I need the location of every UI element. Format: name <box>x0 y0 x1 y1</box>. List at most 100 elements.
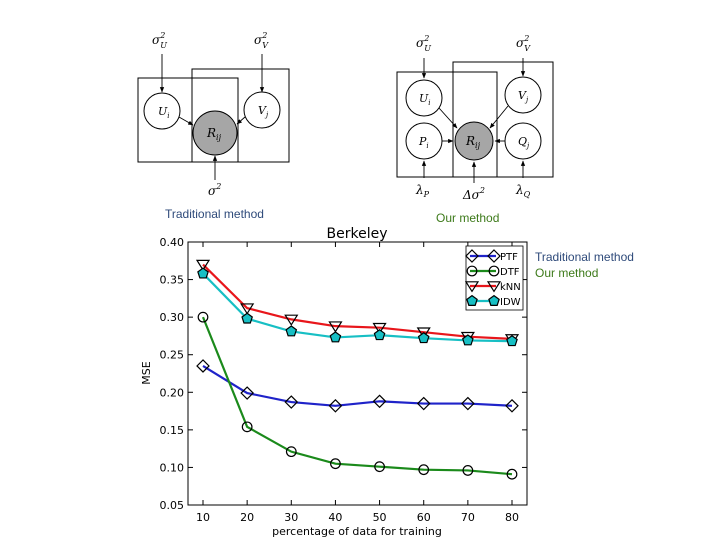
chart-series-markers <box>195 259 520 480</box>
legend-label-knn: kNN <box>500 282 521 293</box>
our-method-caption: Our method <box>436 211 499 225</box>
node-v <box>243 91 281 129</box>
prior-lambda-q: λQ <box>515 183 531 199</box>
point-ptf-80 <box>505 398 519 413</box>
point-ptf-30 <box>284 395 299 409</box>
edge-u-r <box>178 116 194 126</box>
node-v-label: Vj <box>518 89 529 104</box>
point-idw-70 <box>462 334 474 346</box>
point-idw-30 <box>285 325 298 337</box>
node-p-label: Pi <box>418 135 429 150</box>
point-dtf-20 <box>241 421 253 433</box>
plot-frame <box>187 241 528 506</box>
prior-sigma-u: σ2 U <box>416 34 431 53</box>
plate-j <box>452 61 554 178</box>
prior-lambda-p: λP <box>415 183 430 199</box>
edge-v-r <box>236 116 246 125</box>
point-ptf-10 <box>196 359 210 373</box>
node-r <box>192 110 238 156</box>
mse-chart: Berkeley 10 20 30 40 50 60 70 80 0.050.100.150.… <box>140 226 528 538</box>
point-knn-60 <box>416 327 431 339</box>
y-tick-label: 0.25 <box>160 349 185 362</box>
prior-sigma: σ2 <box>208 182 221 198</box>
point-ptf-70 <box>461 396 475 411</box>
legend-marker-knn <box>486 281 502 293</box>
x-tick-label: 40 <box>328 511 342 524</box>
prior-delta-sigma: Δσ2 <box>462 186 485 202</box>
x-tick-label: 60 <box>417 511 431 524</box>
point-dtf-70 <box>462 465 474 476</box>
point-ptf-40 <box>328 398 343 413</box>
legend-marker-ptf <box>487 249 501 263</box>
edge-v-r <box>489 105 509 129</box>
edge-u-r <box>438 107 458 129</box>
legend-marker-knn <box>464 281 480 293</box>
node-r-label: Rij <box>206 126 222 142</box>
y-tick-label: 0.30 <box>160 311 185 324</box>
node-u <box>405 79 443 117</box>
traditional-caption: Traditional method <box>165 207 264 221</box>
point-idw-10 <box>197 267 209 279</box>
y-tick-label: 0.15 <box>160 424 185 437</box>
x-tick-label: 80 <box>505 511 519 524</box>
side-label-ours: Our method <box>535 266 598 280</box>
x-tick-label: 20 <box>240 511 254 524</box>
point-dtf-40 <box>330 458 341 470</box>
legend-label-ptf: PTF <box>500 252 518 263</box>
point-idw-50 <box>373 329 386 341</box>
x-tick-label: 70 <box>461 511 475 524</box>
point-idw-20 <box>241 312 253 324</box>
point-dtf-10 <box>197 311 209 323</box>
series-line-ptf <box>202 365 513 407</box>
y-tick-label: 0.05 <box>160 499 185 512</box>
chart-title: Berkeley <box>327 226 388 242</box>
series-line-dtf <box>201 316 513 476</box>
point-knn-30 <box>284 314 299 326</box>
chart-legend: PTF DTF kNN IDW <box>464 245 524 311</box>
series-line-knn <box>202 263 513 341</box>
point-ptf-60 <box>416 396 431 411</box>
point-knn-50 <box>372 322 387 335</box>
node-r-label: Rij <box>465 134 481 150</box>
side-label-traditional: Traditional method <box>535 250 634 264</box>
traditional-diagram: σ2 U σ2 V Ui Vj Rij σ2 Traditional method <box>137 31 290 221</box>
y-tick-label: 0.35 <box>160 274 185 287</box>
point-dtf-60 <box>418 464 430 476</box>
point-ptf-50 <box>372 394 387 409</box>
y-tick-label: 0.20 <box>160 386 185 399</box>
legend-marker-dtf <box>466 265 478 277</box>
x-tick-label: 50 <box>373 511 387 524</box>
plate-j <box>191 68 290 163</box>
x-axis: 10 20 30 40 50 60 70 80 <box>196 242 519 524</box>
node-u-label: Ui <box>158 105 170 120</box>
node-r <box>454 121 494 161</box>
point-knn-40 <box>328 321 343 333</box>
prior-sigma-v: σ2 V <box>516 34 531 53</box>
point-dtf-50 <box>374 461 385 473</box>
point-knn-10 <box>195 259 211 272</box>
point-dtf-30 <box>285 446 297 458</box>
x-tick-label: 10 <box>196 511 210 524</box>
point-idw-40 <box>329 331 342 343</box>
plate-i <box>396 71 498 178</box>
our-method-diagram: σ2 U σ2 V Ui Vj Pi Qj Rij λP Δσ2 λQ Our me… <box>396 34 554 225</box>
legend-label-idw: IDW <box>500 297 521 308</box>
x-axis-label: percentage of data for training <box>272 525 442 538</box>
y-axis: 0.05 0.10 0.15 0.20 0.25 0.30 0.35 0.40 <box>160 236 527 512</box>
legend-label-dtf: DTF <box>500 267 520 278</box>
legend-marker-ptf <box>465 249 479 263</box>
point-ptf-20 <box>240 386 254 400</box>
node-v-label: Vj <box>258 104 269 119</box>
point-knn-20 <box>240 303 255 315</box>
y-tick-label: 0.10 <box>160 461 185 474</box>
prior-sigma-v: σ2 V <box>254 31 269 50</box>
y-axis-label: MSE <box>140 361 153 384</box>
point-idw-80 <box>506 335 518 347</box>
chart-series-lines <box>201 263 513 476</box>
prior-sigma-u: σ2 U <box>152 31 167 50</box>
legend-marker-idw <box>466 294 478 306</box>
node-v <box>504 76 542 114</box>
node-q-label: Qj <box>518 135 530 150</box>
legend-marker-idw <box>488 294 500 306</box>
